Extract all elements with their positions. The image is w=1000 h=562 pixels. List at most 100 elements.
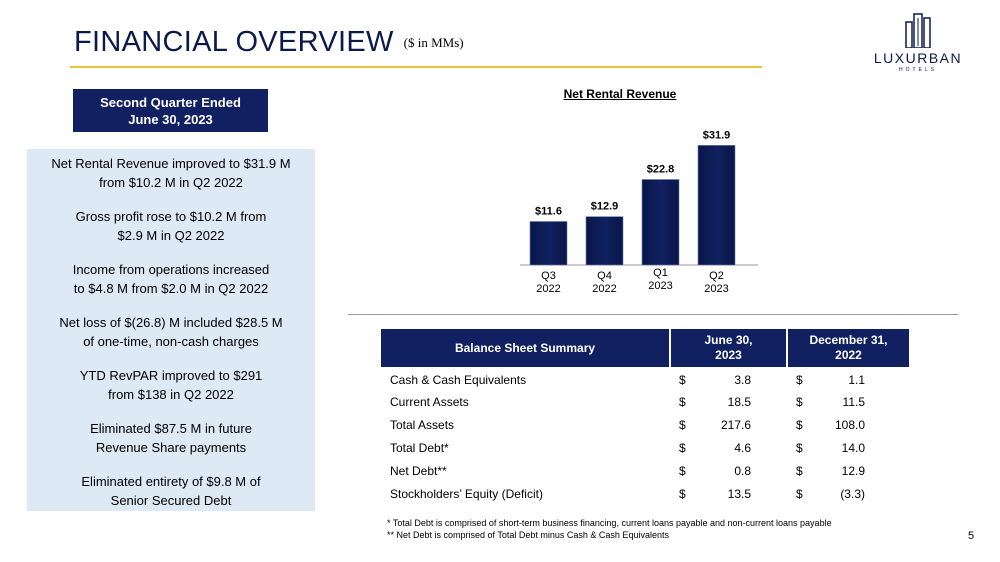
revenue-bar-chart: $11.6 Q3 2022 $12.9 Q4 2022 $22.8 Q1 2023 $31.9 Q2…: [520, 129, 758, 295]
highlight-line: to $4.8 M from $2.0 M in Q2 2022: [73, 281, 269, 296]
cell-value: 18.5: [727, 394, 751, 409]
cell-dec-2022: $14.0: [787, 436, 909, 459]
x-tick-label: Q4 2022: [592, 270, 616, 295]
logo-subtitle: HOTELS: [898, 67, 937, 73]
highlight-line: of one-time, non-cash charges: [83, 334, 259, 349]
currency-symbol: $: [679, 372, 686, 387]
page-title: FINANCIAL OVERVIEW ($ in MMs): [74, 26, 464, 59]
bar-q1-2023: [641, 179, 680, 266]
cell-june-2023: $0.8: [670, 459, 787, 482]
currency-symbol: $: [679, 394, 686, 409]
header-june-2023: June 30, 2023: [670, 329, 788, 367]
highlight-line: from $10.2 M in Q2 2022: [99, 175, 243, 190]
highlight-line: Eliminated entirety of $9.8 M of: [81, 474, 261, 489]
cell-value: 0.8: [734, 463, 751, 478]
highlight-line: Eliminated $87.5 M in future: [90, 421, 252, 436]
cell-june-2023: $3.8: [670, 367, 787, 390]
period-line-2: June 30, 2023: [128, 112, 213, 127]
bar-q3-2022: [529, 221, 568, 266]
header-line: December 31,: [809, 333, 888, 347]
row-label: Current Assets: [390, 394, 469, 409]
cell-june-2023: $4.6: [670, 436, 787, 459]
cell-june-2023: $13.5: [670, 482, 787, 505]
highlight-line: $2.9 M in Q2 2022: [117, 228, 225, 243]
cell-dec-2022: $11.5: [787, 390, 909, 413]
cell-value: 217.6: [720, 417, 751, 432]
footnote-total-debt: * Total Debt is comprised of short-term …: [387, 518, 832, 528]
highlight-line: Net loss of $(26.8) M included $28.5 M: [59, 315, 283, 330]
cell-value: 1.1: [848, 372, 865, 387]
cell-value: (3.3): [840, 486, 865, 501]
cell-value: 3.8: [734, 372, 751, 387]
highlight-item: Gross profit rose to $10.2 M from $2.9 M…: [27, 207, 315, 245]
x-tick-label: Q1 2023: [648, 267, 672, 292]
header-line: 2023: [715, 348, 742, 362]
cell-value: 14.0: [841, 440, 865, 455]
highlight-line: Gross profit rose to $10.2 M from: [75, 209, 267, 224]
highlight-item: YTD RevPAR improved to $291 from $138 in…: [27, 366, 315, 404]
highlight-line: Income from operations increased: [72, 262, 270, 277]
highlight-item: Net Rental Revenue improved to $31.9 M f…: [27, 154, 315, 192]
x-tick-label: Q2 2023: [704, 270, 728, 295]
highlight-line: Revenue Share payments: [95, 440, 247, 455]
cell-value: 4.6: [734, 440, 751, 455]
currency-symbol: $: [796, 463, 803, 478]
x-tick-label: Q3 2022: [536, 270, 560, 295]
currency-symbol: $: [796, 372, 803, 387]
currency-symbol: $: [796, 394, 803, 409]
bar-q4-2022: [585, 216, 624, 266]
currency-symbol: $: [796, 486, 803, 501]
table-row: Net Debt** $0.8 $12.9: [381, 459, 909, 482]
data-label: $31.9: [703, 129, 731, 141]
row-label: Total Assets: [390, 417, 455, 432]
header-line: June 30,: [704, 333, 753, 347]
table-row: Total Assets $217.6 $108.0: [381, 413, 909, 436]
cell-value: 13.5: [727, 486, 751, 501]
footnote-net-debt: ** Net Debt is comprised of Total Debt m…: [387, 530, 669, 540]
data-label: $11.6: [535, 206, 562, 218]
row-label: Cash & Cash Equivalents: [390, 372, 527, 387]
section-divider: [348, 314, 958, 315]
page-number: 5: [968, 530, 975, 542]
cell-dec-2022: $ (3.3): [787, 482, 909, 505]
highlight-line: YTD RevPAR improved to $291: [79, 368, 263, 383]
cell-value: 108.0: [834, 417, 865, 432]
cell-june-2023: $18.5: [670, 390, 787, 413]
cell-value: 11.5: [842, 394, 865, 409]
currency-symbol: $: [679, 417, 686, 432]
chart-title: Net Rental Revenue: [563, 87, 677, 101]
row-label: Total Debt*: [390, 440, 449, 455]
building-icon: [905, 13, 931, 48]
period-line-1: Second Quarter Ended: [100, 95, 241, 110]
title-text: FINANCIAL OVERVIEW: [74, 26, 394, 58]
table-row: Total Debt* $4.6 $14.0: [381, 436, 909, 459]
data-label: $12.9: [591, 201, 619, 213]
currency-symbol: $: [679, 486, 686, 501]
logo-brand: LUXURBAN: [873, 50, 963, 66]
data-label: $22.8: [647, 164, 675, 176]
cell-dec-2022: $1.1: [787, 367, 909, 390]
table-row: Current Assets $18.5 $11.5: [381, 390, 909, 413]
row-label: Stockholders’ Equity (Deficit): [390, 486, 543, 501]
bar-q2-2023: [697, 145, 736, 266]
highlight-line: Net Rental Revenue improved to $31.9 M: [51, 156, 291, 171]
cell-value: 12.9: [841, 463, 865, 478]
footnotes: * Total Debt is comprised of short-term …: [387, 517, 832, 541]
highlight-line: Senior Secured Debt: [110, 493, 232, 508]
highlight-item: Eliminated $87.5 M in future Revenue Sha…: [27, 419, 315, 457]
balance-sheet-table: Balance Sheet Summary June 30, 2023 Decem…: [381, 329, 909, 505]
row-label: Net Debt**: [390, 463, 447, 478]
highlight-item: Net loss of $(26.8) M included $28.5 M o…: [27, 313, 315, 351]
cell-dec-2022: $12.9: [787, 459, 909, 482]
title-underline: [70, 66, 762, 68]
luxurban-logo: LUXURBAN HOTELS: [866, 12, 970, 74]
currency-symbol: $: [796, 417, 803, 432]
currency-symbol: $: [796, 440, 803, 455]
highlight-line: from $138 in Q2 2022: [108, 387, 234, 402]
table-row: Cash & Cash Equivalents $3.8 $1.1: [381, 367, 909, 390]
highlight-item: Eliminated entirety of $9.8 M of Senior …: [27, 472, 315, 510]
currency-symbol: $: [679, 463, 686, 478]
highlights-panel: Net Rental Revenue improved to $31.9 M f…: [27, 149, 315, 511]
header-dec-2022: December 31, 2022: [787, 329, 909, 367]
currency-symbol: $: [679, 440, 686, 455]
